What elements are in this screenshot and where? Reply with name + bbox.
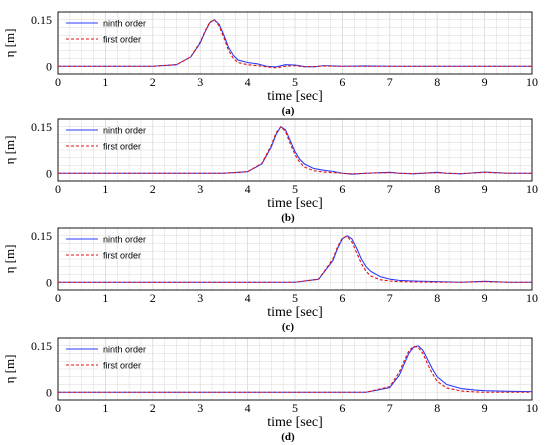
series-line-first-order (58, 126, 532, 175)
legend-label: ninth order (103, 345, 146, 355)
subplot-caption: (d) (281, 431, 295, 443)
x-tick-label: 8 (434, 75, 440, 89)
series-line-ninth-order (58, 126, 532, 175)
y-tick-label: 0.15 (31, 339, 52, 353)
x-axis-label: time [sec] (267, 196, 323, 211)
x-tick-label: 6 (339, 401, 345, 415)
x-tick-label: 0 (55, 401, 61, 415)
y-tick-label: 0.15 (31, 229, 52, 243)
x-tick-label: 9 (482, 182, 488, 196)
legend-label: ninth order (103, 235, 146, 245)
subplot-caption: (a) (282, 105, 295, 117)
plot-frame (57, 118, 533, 182)
x-tick-label: 10 (526, 182, 538, 196)
x-tick-label: 3 (197, 75, 203, 89)
x-tick-label: 4 (245, 401, 251, 415)
x-tick-label: 7 (387, 291, 393, 305)
x-tick-label: 10 (526, 291, 538, 305)
x-tick-label: 9 (482, 291, 488, 305)
x-axis-label: time [sec] (267, 89, 323, 104)
legend-label: ninth order (103, 19, 146, 29)
x-tick-label: 1 (102, 182, 108, 196)
x-tick-label: 5 (292, 182, 298, 196)
y-axis-label: η [m] (2, 136, 17, 165)
x-tick-label: 6 (339, 182, 345, 196)
legend-label: first order (103, 361, 141, 371)
y-tick-label: 0 (46, 385, 52, 399)
x-tick-label: 9 (482, 75, 488, 89)
subplot-caption: (b) (281, 212, 295, 224)
x-tick-label: 0 (55, 291, 61, 305)
x-tick-label: 4 (245, 291, 251, 305)
x-tick-label: 3 (197, 401, 203, 415)
x-tick-label: 3 (197, 182, 203, 196)
x-tick-label: 8 (434, 401, 440, 415)
x-tick-label: 7 (387, 182, 393, 196)
subplot-caption: (c) (282, 321, 295, 333)
x-tick-label: 6 (339, 75, 345, 89)
y-tick-label: 0 (46, 275, 52, 289)
x-tick-label: 0 (55, 75, 61, 89)
x-tick-label: 3 (197, 291, 203, 305)
y-axis-label: η [m] (2, 355, 17, 384)
x-tick-label: 5 (292, 291, 298, 305)
plot-frame (57, 337, 533, 401)
x-tick-label: 4 (245, 182, 251, 196)
x-tick-label: 1 (102, 291, 108, 305)
x-tick-label: 1 (102, 75, 108, 89)
x-tick-label: 1 (102, 401, 108, 415)
x-tick-label: 4 (245, 75, 251, 89)
x-axis-label: time [sec] (267, 415, 323, 430)
legend-label: ninth order (103, 126, 146, 136)
legend-label: first order (103, 142, 141, 152)
y-axis-label: η [m] (2, 29, 17, 58)
x-tick-label: 9 (482, 401, 488, 415)
x-tick-label: 5 (292, 401, 298, 415)
x-tick-label: 8 (434, 291, 440, 305)
x-tick-label: 10 (526, 401, 538, 415)
legend-label: first order (103, 35, 141, 45)
series-line-ninth-order (58, 345, 533, 393)
x-tick-label: 2 (150, 401, 156, 415)
y-tick-label: 0 (46, 59, 52, 73)
y-tick-label: 0 (46, 166, 52, 180)
x-tick-label: 2 (150, 291, 156, 305)
x-tick-label: 0 (55, 182, 61, 196)
plot-frame (57, 11, 533, 75)
y-tick-label: 0.15 (31, 13, 52, 27)
series-line-first-order (58, 345, 532, 393)
y-tick-label: 0.15 (31, 120, 52, 134)
plot-frame (57, 227, 533, 291)
y-axis-label: η [m] (2, 245, 17, 274)
x-tick-label: 10 (526, 75, 538, 89)
x-tick-label: 7 (387, 75, 393, 89)
x-tick-label: 8 (434, 182, 440, 196)
x-tick-label: 2 (150, 182, 156, 196)
series-line-first-order (58, 235, 532, 283)
x-tick-label: 2 (150, 75, 156, 89)
legend-label: first order (103, 251, 141, 261)
series-line-ninth-order (58, 235, 532, 283)
x-tick-label: 6 (339, 291, 345, 305)
x-axis-label: time [sec] (267, 305, 323, 320)
x-tick-label: 5 (292, 75, 298, 89)
x-tick-label: 7 (387, 401, 393, 415)
